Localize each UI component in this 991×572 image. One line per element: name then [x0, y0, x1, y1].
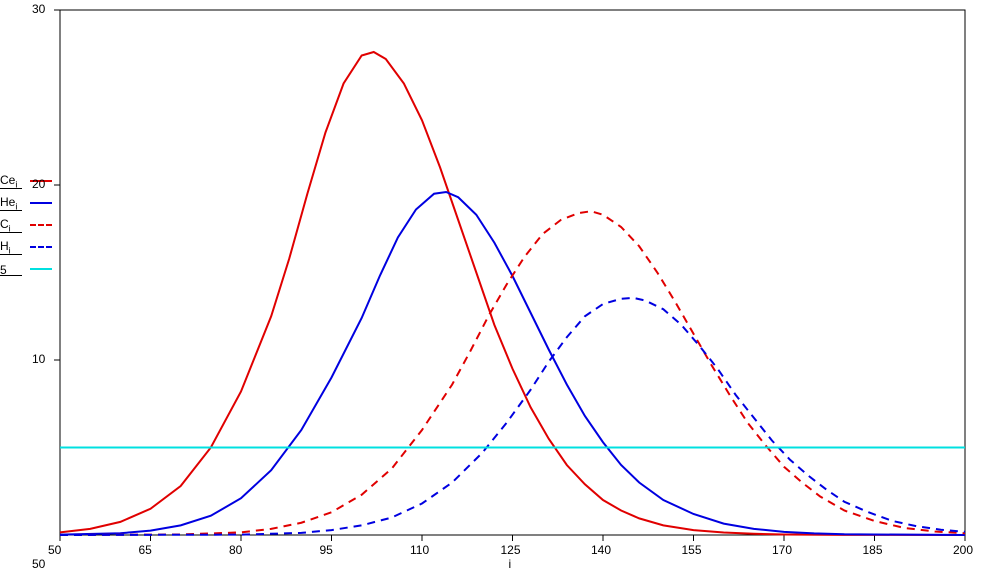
- y-tick-label: 30: [32, 2, 45, 16]
- x-tick-label: 140: [591, 543, 611, 557]
- y-tick-label: 20: [32, 177, 45, 191]
- x-tick-label: 125: [501, 543, 521, 557]
- x-axis-label: i: [509, 557, 512, 571]
- series-He_i: [60, 192, 965, 535]
- x-tick-label: 95: [320, 543, 333, 557]
- x-tick-label: 80: [229, 543, 242, 557]
- x-tick-label: 110: [410, 543, 429, 557]
- y-tick-label: 10: [32, 352, 45, 366]
- series-Ce_i: [60, 52, 965, 535]
- chart-plot: [0, 0, 991, 572]
- x-tick-label: 65: [139, 543, 152, 557]
- x-tick-label: 185: [863, 543, 883, 557]
- x-tick-label: 170: [772, 543, 792, 557]
- x-tick-label: 50: [48, 543, 61, 557]
- x-tick-label: 200: [953, 543, 973, 557]
- y-origin-label: 50: [32, 557, 45, 571]
- series-H_i: [60, 298, 965, 535]
- x-tick-label: 155: [682, 543, 702, 557]
- series-C_i: [60, 211, 965, 535]
